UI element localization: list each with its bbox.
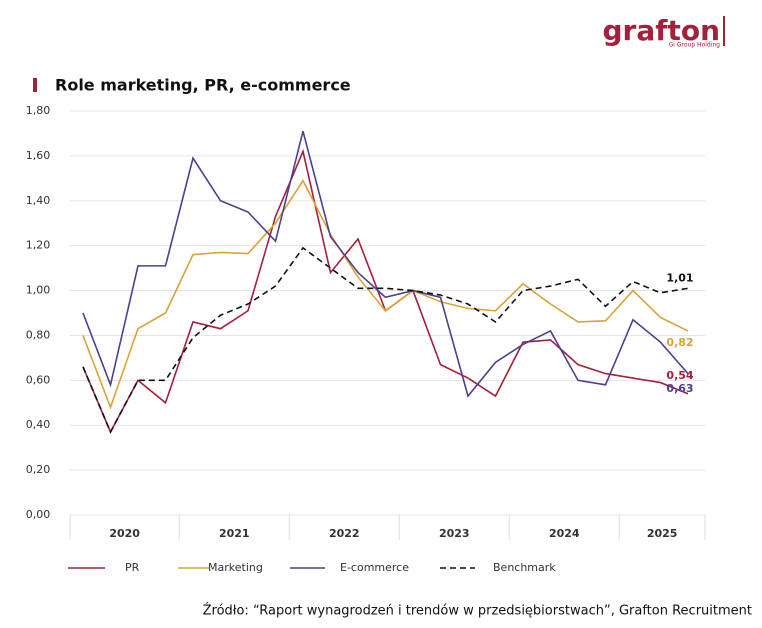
y-tick-label: 0,40 xyxy=(26,418,51,431)
y-tick-label: 1,20 xyxy=(26,239,51,252)
chart-title: Role marketing, PR, e-commerce xyxy=(55,76,351,95)
legend-label: Marketing xyxy=(208,561,263,574)
x-group-label: 2020 xyxy=(109,527,140,540)
x-group-label: 2021 xyxy=(219,527,250,540)
y-tick-label: 0,80 xyxy=(26,328,51,341)
end-label: 0,54 xyxy=(666,369,693,382)
x-group-label: 2024 xyxy=(549,527,580,540)
y-tick-label: 0,60 xyxy=(26,373,51,386)
legend-label: Benchmark xyxy=(493,561,556,574)
y-tick-label: 1,60 xyxy=(26,149,51,162)
series-line xyxy=(82,246,689,434)
logo-tagline: Gi Group Holding xyxy=(669,42,721,49)
series-line xyxy=(82,178,689,410)
end-label: 0,82 xyxy=(666,336,693,349)
y-tick-label: 0,20 xyxy=(26,463,51,476)
series-line xyxy=(82,130,689,398)
source: Źródło: “Raport wynagrodzeń i trendów w … xyxy=(203,603,752,619)
x-group-label: 2025 xyxy=(647,527,678,540)
y-tick-label: 0,00 xyxy=(26,508,51,521)
y-tick-label: 1,80 xyxy=(26,104,51,117)
y-tick-label: 1,00 xyxy=(26,284,51,297)
legend-label: PR xyxy=(125,561,140,574)
logo: grafton xyxy=(603,14,720,47)
x-group-label: 2023 xyxy=(439,527,470,540)
legend-label: E-commerce xyxy=(340,561,409,574)
x-group-label: 2022 xyxy=(329,527,360,540)
y-tick-label: 1,40 xyxy=(26,194,51,207)
series-line xyxy=(82,148,689,434)
end-label: 1,01 xyxy=(666,272,693,285)
end-label: 0,63 xyxy=(666,382,693,395)
title-marker xyxy=(33,78,37,92)
